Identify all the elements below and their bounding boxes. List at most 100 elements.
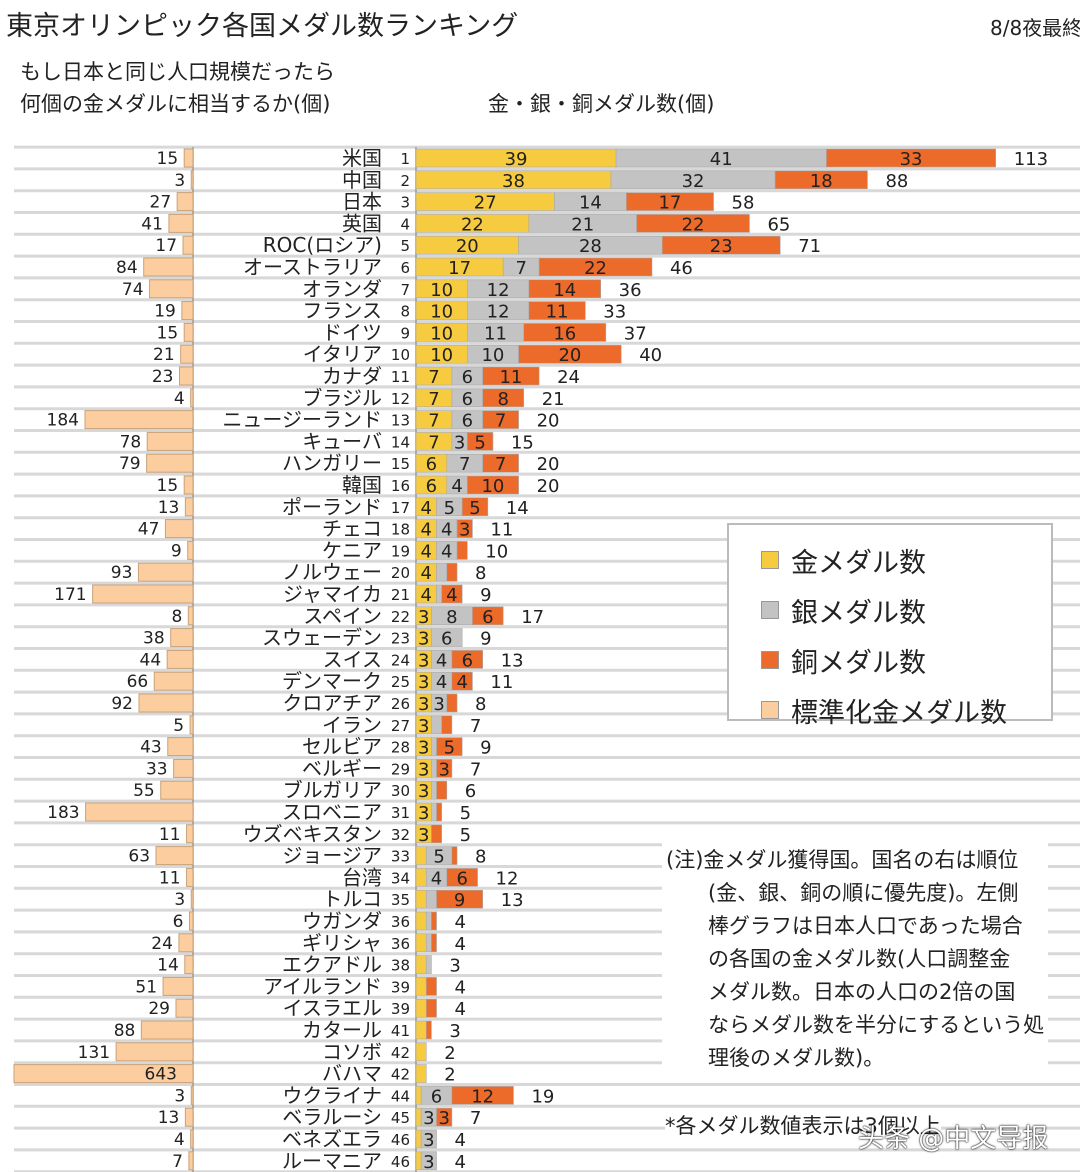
bronze-bar [436,759,453,778]
total-value-label: 8 [475,694,486,715]
silver-bar [431,802,437,822]
note-line: (注)金メダル獲得国。国名の右は順位 [666,848,1019,872]
country-rank: 5 [400,237,410,255]
gold-value-label: 17 [448,258,471,279]
total-value-label: 20 [537,476,560,497]
country-name: トルコ [322,887,382,911]
country-name: ケニア [322,538,382,562]
silver-bar [436,584,442,604]
bronze-value-label: 6 [456,868,467,889]
silver-value-label: 11 [484,323,507,344]
bronze-bar [425,998,437,1018]
standardized-value-label: 3 [174,890,185,910]
standardized-bar [167,737,194,757]
country-name: バハマ [322,1062,382,1086]
country-name: ギリシャ [302,931,382,955]
standardized-bar [187,540,194,560]
total-value-label: 8 [475,847,486,868]
gold-value-label: 3 [418,759,429,780]
standardized-value-label: 15 [157,149,179,169]
standardized-bar [182,235,194,255]
bronze-value-label: 22 [682,214,705,235]
total-value-label: 7 [470,1108,481,1129]
standardized-bar [115,1042,194,1062]
legend-item-gold: 金メダル数 [761,535,1051,585]
bronze-bar [482,453,519,473]
country-rank: 8 [400,303,410,321]
total-value-label: 7 [470,759,481,780]
country-name: ドイツ [322,320,382,344]
country-rank: 32 [391,826,410,844]
silver-value-label: 6 [462,367,473,388]
note-line: の各国の金メダル数(人口調整金 [708,947,1011,971]
bronze-bar [431,911,437,931]
bronze-value-label: 23 [710,236,733,257]
standardized-value-label: 84 [116,258,138,278]
bronze-value-label: 11 [499,367,522,388]
country-rank: 7 [400,281,410,299]
bronze-value-label: 8 [497,389,508,410]
total-value-label: 88 [885,171,908,192]
bronze-value-label: 4 [446,585,457,606]
gold-value-label: 3 [418,607,429,628]
total-value-label: 8 [475,563,486,584]
country-name: ノルウェー [282,560,382,584]
bronze-value-label: 11 [546,302,569,323]
standardized-bar [146,453,194,473]
standardized-bar [164,519,194,539]
silver-value-label: 28 [579,236,602,257]
silver-value-label: 4 [436,650,447,671]
legend-item-bronze: 銅メダル数 [761,635,1051,685]
standardized-bar [190,889,194,909]
country-name: フランス [302,299,382,323]
silver-value-label: 4 [441,520,452,541]
gold-bar [415,911,427,931]
silver-bar [425,911,432,931]
watermark: 头条 @中文导报 [858,1124,1049,1154]
gold-bar [415,933,427,953]
standardized-value-label: 4 [174,389,185,409]
silver-value-label: 7 [515,258,526,279]
total-value-label: 4 [455,1130,466,1151]
total-value-label: 4 [455,1152,466,1172]
gold-value-label: 3 [418,825,429,846]
gold-bar [415,1129,422,1149]
standardized-value-label: 15 [157,323,179,343]
gold-value-label: 7 [428,411,439,432]
country-rank: 24 [391,651,410,669]
standardized-bar [155,846,194,866]
bronze-bar [431,824,442,844]
country-rank: 46 [391,1153,410,1171]
silver-value-label: 6 [441,629,452,650]
standardized-bar [149,279,194,299]
standardized-bar [160,780,194,800]
country-rank: 27 [391,717,410,735]
bronze-bar [482,366,540,386]
country-rank: 17 [391,499,410,517]
total-value-label: 15 [511,432,534,453]
bronze-bar [425,977,437,996]
country-rank: 13 [391,412,410,430]
gold-value-label: 7 [428,367,439,388]
bronze-bar [538,257,653,277]
standardized-value-label: 78 [120,432,142,452]
chart-title: 東京オリンピック各国メダル数ランキング [6,11,519,42]
country-rank: 2 [400,172,410,190]
country-name: カナダ [322,364,382,388]
standardized-value-label: 43 [140,738,162,758]
standardized-value-label: 6 [173,912,184,932]
standardized-value-label: 7 [172,1152,183,1172]
gold-bar [415,1151,422,1171]
bronze-bar [446,562,458,582]
total-value-label: 12 [496,868,519,889]
bronze-value-label: 14 [553,280,576,301]
legend-swatch-standardized [761,701,779,719]
silver-value-label: 4 [451,476,462,497]
silver-value-label: 3 [433,694,444,715]
standardized-value-label: 33 [146,759,168,779]
standardized-value-label: 38 [143,629,165,649]
bronze-bar [451,650,483,669]
standardized-bar [181,301,194,321]
country-rank: 19 [391,542,410,560]
standardized-value-label: 44 [140,650,162,670]
